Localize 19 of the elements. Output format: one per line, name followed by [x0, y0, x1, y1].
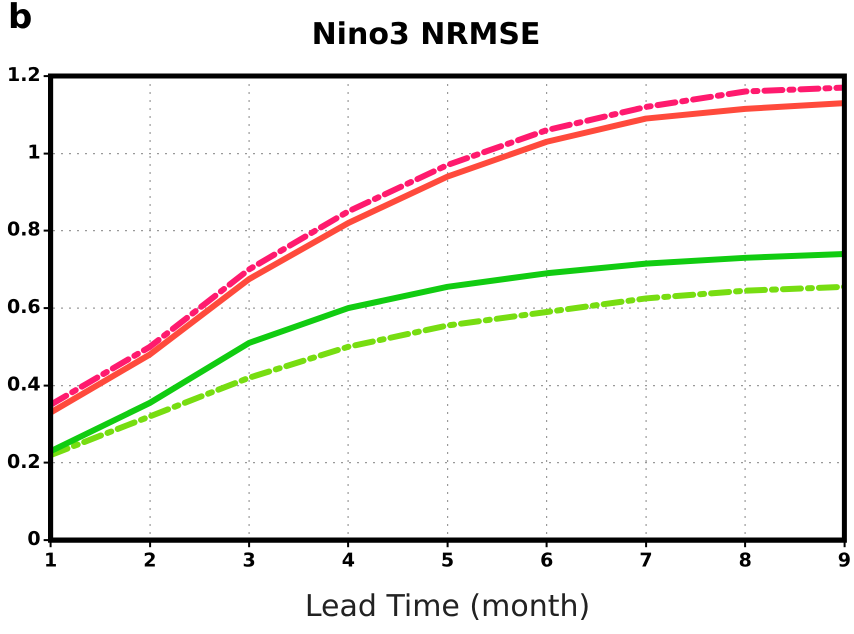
x-tick-label: 1 [44, 550, 58, 572]
x-tick-label: 6 [540, 550, 554, 572]
y-tick-label: 0.6 [6, 296, 41, 318]
y-tick-label: 1.2 [6, 64, 41, 86]
y-tick-label: 1 [27, 141, 41, 164]
x-tick-label: 9 [838, 550, 852, 572]
x-tick-label: 5 [440, 550, 454, 572]
x-tick-label: 2 [143, 550, 156, 572]
x-tick-label: 4 [342, 550, 355, 572]
chart-title: Nino3 NRMSE [312, 16, 540, 52]
x-tick-label: 3 [242, 550, 256, 572]
x-tick-label: 8 [738, 550, 752, 572]
text: b [8, 0, 32, 37]
y-tick-label: 0.4 [6, 373, 41, 396]
y-tick-label: 0.2 [6, 450, 41, 473]
y-tick-label: 0.8 [6, 218, 41, 241]
x-tick-label: 7 [639, 550, 653, 572]
x-axis-title: Lead Time (month) [304, 588, 590, 624]
y-tick-label: 0 [27, 528, 41, 550]
